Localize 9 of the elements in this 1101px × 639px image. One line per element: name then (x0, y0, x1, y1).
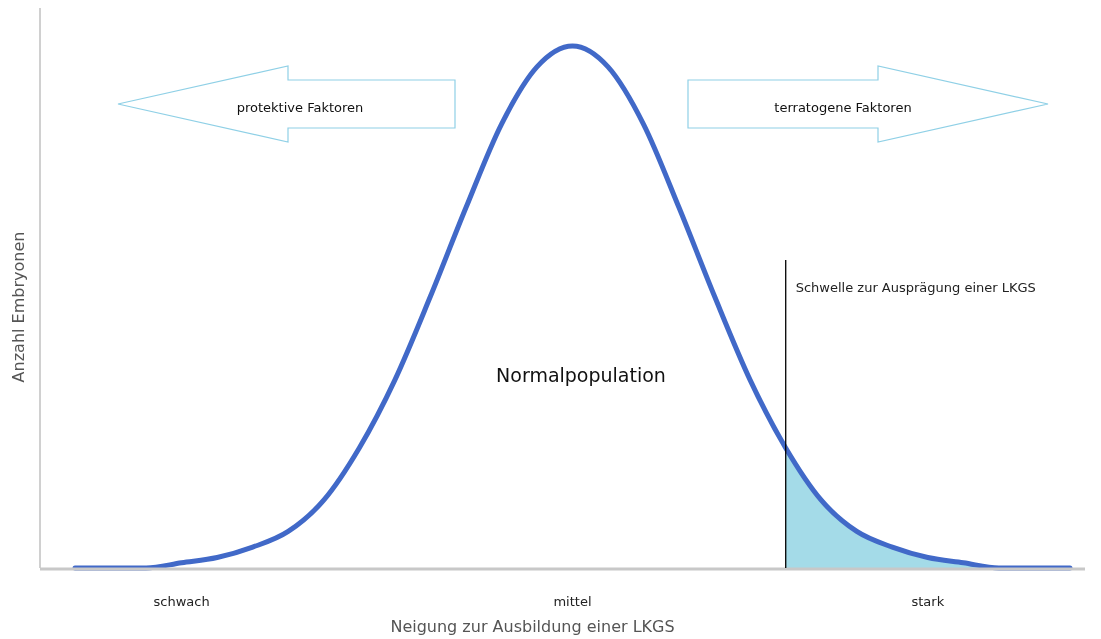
annotation: terratogene Faktoren (774, 100, 912, 115)
y-axis-title: Anzahl Embryonen (9, 231, 28, 383)
x-tick-label: stark (911, 594, 945, 609)
x-axis-title: Neigung zur Ausbildung einer LKGS (390, 617, 675, 636)
annotation: Normalpopulation (496, 364, 666, 386)
annotation: Schwelle zur Ausprägung einer LKGS (795, 280, 1036, 295)
x-tick-label: schwach (153, 594, 210, 609)
x-tick-label: mittel (553, 594, 592, 609)
annotation: protektive Faktoren (236, 100, 364, 115)
